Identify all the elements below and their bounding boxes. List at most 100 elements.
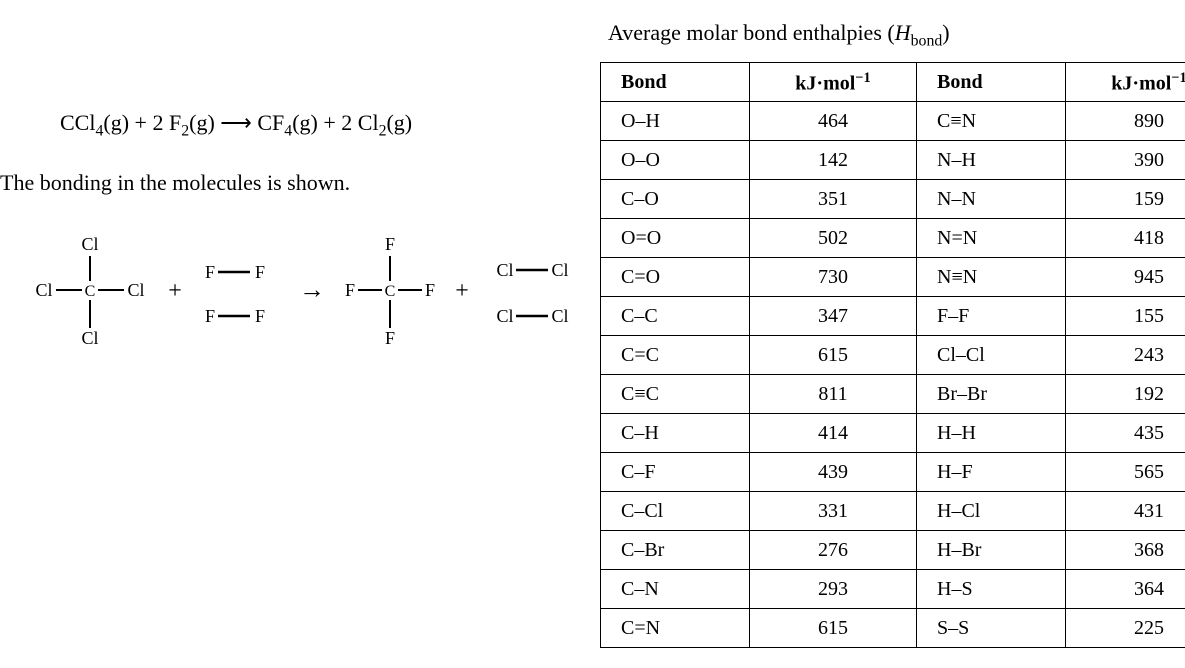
bond-cell: O–H — [601, 102, 750, 141]
svg-text:F: F — [205, 306, 215, 326]
reaction-equation: CCl4(g) + 2 F2(g) ⟶ CF4(g) + 2 Cl2(g) — [60, 110, 590, 140]
bond-cell: C–Cl — [601, 492, 750, 531]
eq-plus2: + — [318, 110, 341, 135]
title-sub: bond — [911, 32, 943, 49]
bond-cell: N–N — [917, 180, 1066, 219]
title-h: H — [895, 20, 911, 45]
svg-text:Cl: Cl — [496, 306, 513, 326]
bond-cell: C≡C — [601, 375, 750, 414]
value-cell: 439 — [750, 453, 917, 492]
value-cell: 368 — [1066, 531, 1185, 570]
bond-cell: C=O — [601, 258, 750, 297]
table-row: C–N293H–S364 — [601, 570, 1185, 609]
value-cell: 414 — [750, 414, 917, 453]
svg-text:C: C — [85, 283, 96, 300]
bonding-caption: The bonding in the molecules is shown. — [0, 170, 590, 196]
f2-structures: F F F F — [205, 262, 265, 326]
bond-cell: N=N — [917, 219, 1066, 258]
title-pre: Average molar bond enthalpies ( — [608, 20, 895, 45]
table-row: C=N615S–S225 — [601, 609, 1185, 648]
eq-g1: (g) — [103, 110, 129, 135]
value-cell: 331 — [750, 492, 917, 531]
cf4-structure: C F F F F — [345, 234, 435, 348]
value-cell: 890 — [1066, 102, 1185, 141]
value-cell: 464 — [750, 102, 917, 141]
eq-plus1: + — [129, 110, 152, 135]
table-row: C–O351N–N159 — [601, 180, 1185, 219]
eq-ccl4: CCl — [60, 110, 95, 135]
value-cell: 811 — [750, 375, 917, 414]
bond-cell: N≡N — [917, 258, 1066, 297]
bond-cell: C–H — [601, 414, 750, 453]
eq-cf4: CF — [257, 110, 284, 135]
eq-arrow: ⟶ — [215, 110, 258, 135]
svg-text:Cl: Cl — [127, 280, 144, 300]
bond-enthalpy-table: Bond kJ·mol−1 Bond kJ·mol−1 O–H464C≡N890… — [600, 62, 1185, 648]
table-row: C–F439H–F565 — [601, 453, 1185, 492]
table-row: O–O142N–H390 — [601, 141, 1185, 180]
svg-text:F: F — [345, 280, 355, 300]
cl2-structures: Cl Cl Cl Cl — [496, 260, 568, 326]
value-cell: 364 — [1066, 570, 1185, 609]
ccl4-structure: C Cl Cl Cl Cl — [35, 234, 144, 348]
bond-cell: C–Br — [601, 531, 750, 570]
value-cell: 243 — [1066, 336, 1185, 375]
bond-cell: O–O — [601, 141, 750, 180]
bond-cell: C=N — [601, 609, 750, 648]
eq-f2-sub: 2 — [181, 122, 189, 139]
value-cell: 276 — [750, 531, 917, 570]
th-unit-2: kJ·mol−1 — [1066, 63, 1185, 102]
value-cell: 347 — [750, 297, 917, 336]
bond-cell: N–H — [917, 141, 1066, 180]
bond-cell: H–S — [917, 570, 1066, 609]
value-cell: 615 — [750, 336, 917, 375]
table-title: Average molar bond enthalpies (Hbond) — [608, 20, 1175, 50]
value-cell: 351 — [750, 180, 917, 219]
value-cell: 192 — [1066, 375, 1185, 414]
bond-cell: H–H — [917, 414, 1066, 453]
value-cell: 159 — [1066, 180, 1185, 219]
plus-icon: + — [168, 278, 182, 304]
th-unit-1: kJ·mol−1 — [750, 63, 917, 102]
table-row: C–Cl331H–Cl431 — [601, 492, 1185, 531]
svg-text:Cl: Cl — [551, 260, 568, 280]
eq-coef2a: 2 — [152, 110, 169, 135]
svg-text:F: F — [205, 262, 215, 282]
eq-g2: (g) — [189, 110, 215, 135]
bonding-diagram: C Cl Cl Cl Cl + F — [30, 226, 590, 371]
value-cell: 945 — [1066, 258, 1185, 297]
bond-cell: Cl–Cl — [917, 336, 1066, 375]
table-row: C–H414H–H435 — [601, 414, 1185, 453]
bond-cell: S–S — [917, 609, 1066, 648]
table-row: C=O730N≡N945 — [601, 258, 1185, 297]
value-cell: 225 — [1066, 609, 1185, 648]
table-row: C–Br276H–Br368 — [601, 531, 1185, 570]
eq-g4: (g) — [386, 110, 412, 135]
bond-cell: C≡N — [917, 102, 1066, 141]
value-cell: 431 — [1066, 492, 1185, 531]
value-cell: 730 — [750, 258, 917, 297]
svg-text:F: F — [255, 262, 265, 282]
bond-cell: C–O — [601, 180, 750, 219]
svg-text:Cl: Cl — [496, 260, 513, 280]
table-row: O=O502N=N418 — [601, 219, 1185, 258]
eq-coef2b: 2 — [341, 110, 358, 135]
svg-text:Cl: Cl — [81, 234, 98, 254]
arrow-icon: → — [299, 275, 325, 304]
bond-cell: Br–Br — [917, 375, 1066, 414]
table-header-row: Bond kJ·mol−1 Bond kJ·mol−1 — [601, 63, 1185, 102]
value-cell: 293 — [750, 570, 917, 609]
bond-cell: H–F — [917, 453, 1066, 492]
bond-cell: O=O — [601, 219, 750, 258]
value-cell: 142 — [750, 141, 917, 180]
bond-cell: H–Cl — [917, 492, 1066, 531]
eq-cl2: Cl — [358, 110, 379, 135]
svg-text:Cl: Cl — [551, 306, 568, 326]
table-row: C–C347F–F155 — [601, 297, 1185, 336]
value-cell: 418 — [1066, 219, 1185, 258]
eq-f2: F — [169, 110, 181, 135]
svg-text:F: F — [425, 280, 435, 300]
svg-text:F: F — [255, 306, 265, 326]
svg-text:Cl: Cl — [81, 328, 98, 348]
value-cell: 565 — [1066, 453, 1185, 492]
